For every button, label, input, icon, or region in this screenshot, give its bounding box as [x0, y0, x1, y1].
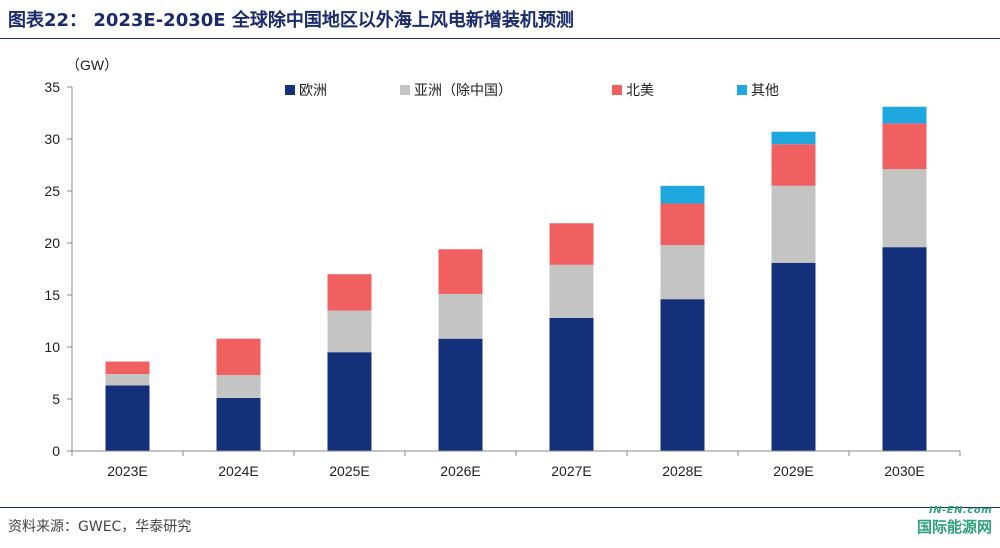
bar-segment	[438, 293, 483, 339]
x-tick-label: 2027E	[551, 463, 591, 479]
bar-segment	[216, 338, 261, 376]
x-tick-label: 2025E	[329, 463, 369, 479]
y-tick-label: 25	[44, 183, 60, 199]
bar-segment	[882, 106, 927, 124]
bar-segment	[327, 310, 372, 353]
bar-segment	[105, 374, 150, 386]
bar-segment	[882, 169, 927, 248]
x-tick-label: 2030E	[884, 463, 924, 479]
watermark-top-text: IN-EN.com	[929, 505, 992, 516]
legend-swatch	[612, 85, 622, 95]
x-tick-label: 2023E	[107, 463, 147, 479]
bar-segment	[438, 338, 483, 451]
bar-segment	[771, 144, 816, 186]
bar-segment	[660, 245, 705, 300]
bar-segment	[327, 352, 372, 451]
x-tick-label: 2029E	[773, 463, 813, 479]
bar-segment	[771, 131, 816, 145]
bar-segment	[105, 385, 150, 451]
title-divider	[0, 38, 1000, 39]
bar-segment	[882, 123, 927, 170]
x-tick-label: 2028E	[662, 463, 702, 479]
y-axis: 0 5 10 15 20 25 30 35	[44, 79, 73, 459]
legend-label: 北美	[626, 83, 654, 99]
bar-segment	[549, 223, 594, 265]
y-tick-label: 5	[52, 391, 60, 407]
legend: 欧洲 亚洲（除中国） 北美 其他	[285, 83, 779, 99]
y-tick-label: 35	[44, 79, 60, 95]
source-note: 资料来源：GWEC，华泰研究	[8, 519, 192, 535]
y-tick-label: 0	[52, 443, 60, 459]
legend-swatch	[400, 85, 410, 95]
legend-swatch	[737, 85, 747, 95]
bars-group	[105, 106, 927, 451]
legend-label: 其他	[751, 83, 779, 99]
y-tick-label: 20	[44, 235, 60, 251]
bar-segment	[660, 185, 705, 204]
bar-segment	[216, 375, 261, 398]
y-tick-label: 15	[44, 287, 60, 303]
y-axis-unit: （GW）	[66, 57, 118, 73]
x-tick-label: 2024E	[218, 463, 258, 479]
y-tick-label: 10	[44, 339, 60, 355]
bar-segment	[327, 274, 372, 311]
watermark-bottom-text: 国际能源网	[916, 518, 992, 536]
x-axis: 2023E 2024E 2025E 2026E 2027E 2028E 2029E 2030E	[71, 450, 961, 479]
x-tick-label: 2026E	[440, 463, 480, 479]
bar-segment	[771, 185, 816, 263]
bar-segment	[660, 299, 705, 451]
legend-swatch	[285, 85, 295, 95]
bar-segment	[438, 249, 483, 294]
bar-segment	[105, 361, 150, 375]
bar-segment	[771, 262, 816, 451]
y-tick-label: 30	[44, 131, 60, 147]
legend-label: 欧洲	[299, 83, 327, 99]
watermark-logo: IN-EN.com 国际能源网	[917, 505, 992, 537]
legend-label: 亚洲（除中国）	[414, 83, 512, 99]
bar-segment	[549, 317, 594, 451]
bar-segment	[882, 247, 927, 451]
bar-segment	[549, 264, 594, 318]
bar-segment	[660, 203, 705, 246]
chart-title: 图表22： 2023E-2030E 全球除中国地区以外海上风电新增装机预测	[8, 10, 574, 31]
bar-segment	[216, 397, 261, 451]
footer-divider	[0, 507, 1000, 508]
